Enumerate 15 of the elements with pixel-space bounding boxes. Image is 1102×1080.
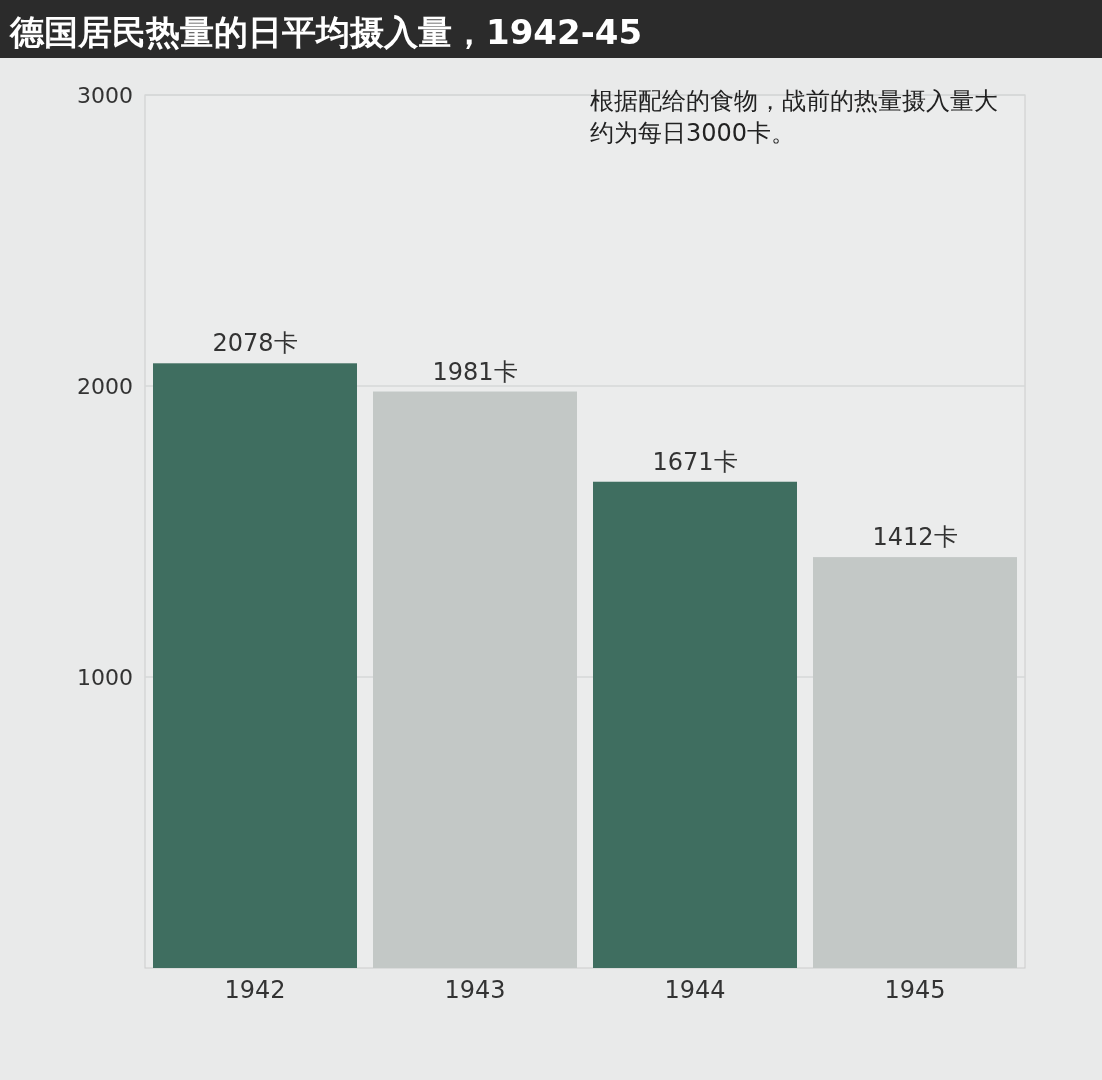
data-label: 1412卡 bbox=[872, 523, 958, 552]
data-label: 1981卡 bbox=[432, 357, 518, 386]
x-tick-label: 1944 bbox=[664, 976, 726, 1004]
data-label: 2078卡 bbox=[212, 329, 298, 358]
y-tick-label: 3000 bbox=[77, 83, 133, 108]
data-label: 1671卡 bbox=[652, 447, 738, 476]
x-tick-label: 1943 bbox=[444, 976, 506, 1004]
x-tick-label: 1942 bbox=[224, 976, 286, 1004]
y-tick-label: 2000 bbox=[77, 374, 133, 399]
annotation: 根据配给的食物，战前的热量摄入量大约为每日3000卡。 bbox=[590, 86, 999, 149]
bar bbox=[593, 481, 797, 968]
y-tick-label: 1000 bbox=[77, 665, 133, 690]
chart-title: 德国居民热量的日平均摄入量，1942-45 bbox=[9, 12, 643, 52]
x-tick-label: 1945 bbox=[884, 976, 946, 1004]
bar bbox=[153, 363, 357, 968]
